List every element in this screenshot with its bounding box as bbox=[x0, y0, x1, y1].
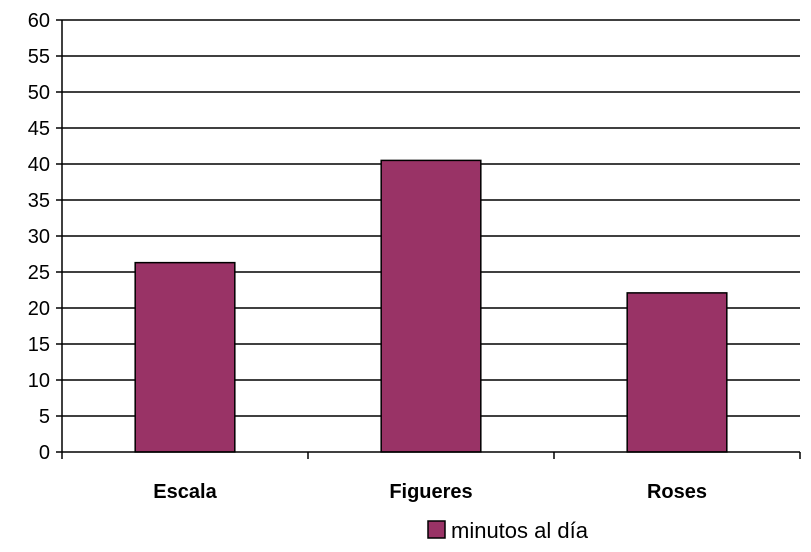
legend-swatch bbox=[427, 520, 446, 539]
y-tick-label: 55 bbox=[28, 46, 50, 68]
bar-escala bbox=[134, 261, 236, 453]
y-tick-label: 10 bbox=[28, 370, 50, 392]
y-tick-label: 45 bbox=[28, 118, 50, 140]
legend: minutos al día bbox=[427, 518, 589, 543]
y-tick-label: 15 bbox=[28, 334, 50, 356]
x-category-label: Escala bbox=[153, 481, 217, 503]
y-tick-label: 60 bbox=[28, 10, 50, 32]
x-category-labels: Escala Figueres Roses bbox=[153, 481, 707, 503]
y-tick-label: 20 bbox=[28, 298, 50, 320]
bar-roses bbox=[626, 292, 728, 453]
y-tick-label: 25 bbox=[28, 262, 50, 284]
bar-figueres bbox=[380, 159, 482, 453]
y-tick-label: 0 bbox=[39, 442, 50, 464]
bars bbox=[134, 159, 728, 453]
y-tick-label: 35 bbox=[28, 190, 50, 212]
y-tick-label: 50 bbox=[28, 82, 50, 104]
x-category-label: Roses bbox=[647, 481, 707, 503]
y-tick-label: 5 bbox=[39, 406, 50, 428]
legend-label: minutos al día bbox=[451, 518, 589, 543]
y-tick-labels: 0 5 10 15 20 25 30 35 40 45 50 55 60 bbox=[28, 10, 50, 464]
y-tick-label: 30 bbox=[28, 226, 50, 248]
y-tick-label: 40 bbox=[28, 154, 50, 176]
axes bbox=[56, 19, 801, 459]
x-category-label: Figueres bbox=[389, 481, 472, 503]
